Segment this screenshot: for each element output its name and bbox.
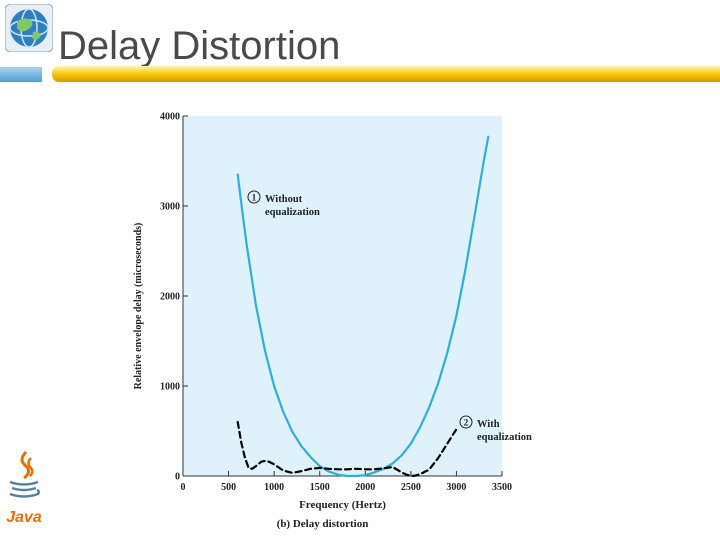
globe-logo-icon	[5, 4, 53, 52]
x-tick-label: 1000	[264, 482, 284, 493]
series-marker-circle	[459, 415, 473, 429]
x-tick-label: 500	[221, 482, 236, 493]
y-tick-label: 4000	[160, 112, 180, 123]
plot-background	[183, 116, 502, 476]
x-tick-label: 2000	[355, 482, 375, 493]
page-title: Delay Distortion	[58, 24, 341, 68]
series-name-label: With	[477, 419, 500, 430]
series-name-label: Without	[265, 194, 303, 205]
chart-labels-layer: 1 Without equalization 2 With equalization	[247, 190, 532, 443]
series-line-1	[236, 135, 490, 478]
x-tick-label: 1500	[310, 482, 330, 493]
series-name-label: equalization	[265, 207, 320, 218]
y-tick-label: 1000	[160, 382, 180, 393]
y-axis-label: Relative envelope delay (microseconds)	[133, 223, 144, 390]
chart-axes: 0 500 1000 1500 2000 2500 3000 3500 0 1000 2000 300…	[160, 112, 512, 494]
y-tick-label: 3000	[160, 202, 180, 213]
chart-series-layer	[236, 135, 490, 478]
series-number-label: 2	[464, 418, 469, 428]
y-tick-label: 2000	[160, 292, 180, 303]
series-line-2	[236, 420, 458, 478]
title-bar-blue-accent	[0, 67, 42, 82]
x-tick-label: 3500	[492, 482, 512, 493]
series-marker-circle	[247, 190, 261, 204]
x-tick-label: 3000	[446, 482, 466, 493]
x-tick-label: 0	[181, 482, 186, 493]
chart-caption: (b) Delay distortion	[277, 518, 369, 530]
series-number-label: 1	[252, 193, 257, 203]
java-logo-text: Java	[6, 509, 42, 526]
y-tick-label: 0	[175, 472, 180, 483]
title-bar-gold-accent	[52, 66, 720, 82]
x-tick-label: 2500	[401, 482, 421, 493]
java-logo-icon: Java	[6, 450, 42, 526]
series-name-label: equalization	[477, 432, 532, 443]
x-axis-label: Frequency (Hertz)	[299, 499, 386, 511]
